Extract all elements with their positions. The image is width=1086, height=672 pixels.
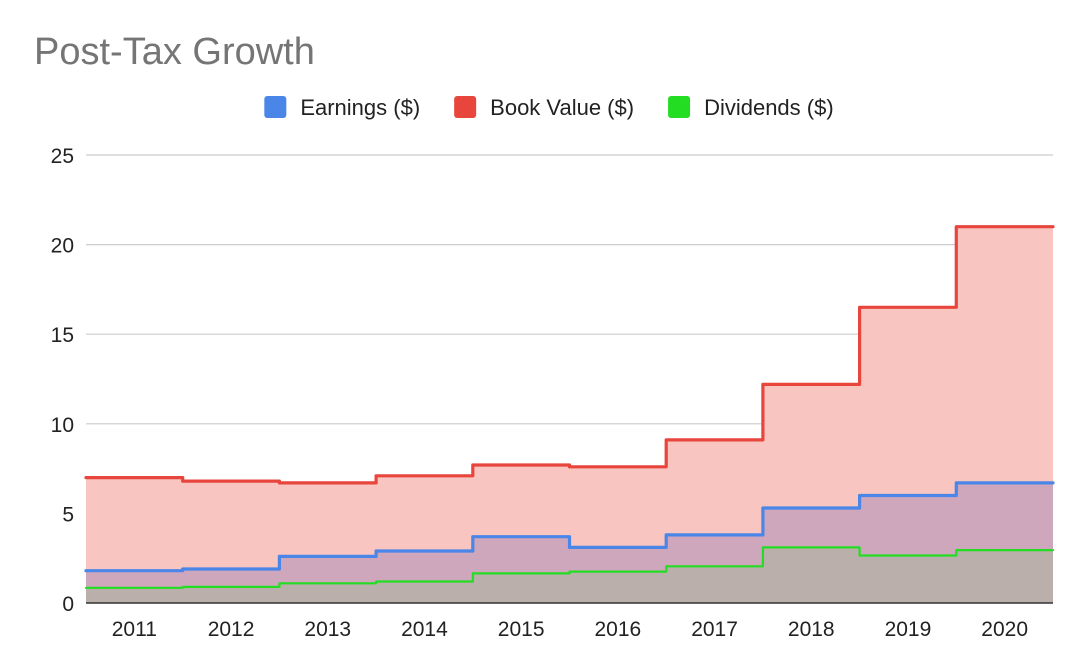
x-tick-label: 2014: [401, 618, 448, 641]
x-tick-label: 2019: [885, 618, 932, 641]
legend-swatch-dividends: [668, 96, 691, 118]
y-tick-label: 15: [51, 324, 74, 347]
x-tick-label: 2017: [691, 618, 738, 641]
legend-label-dividends: Dividends ($): [704, 95, 834, 120]
legend-swatch-book-value: [454, 96, 477, 118]
legend-swatch-earnings: [264, 96, 287, 118]
x-tick-label: 2011: [112, 618, 157, 641]
chart-title: Post-Tax Growth: [34, 31, 315, 73]
x-tick-label: 2013: [304, 618, 351, 641]
series-lines: [84, 225, 1055, 589]
x-tick-label: 2012: [208, 618, 255, 641]
x-tick-label: 2016: [594, 618, 641, 641]
legend-label-book-value: Book Value ($): [490, 95, 634, 120]
y-tick-label: 5: [62, 503, 74, 526]
line-dividends: [84, 546, 1055, 589]
axes: 0 5 10 15 20 25 2011 2012 2013 2014 2015 2016 2017 20…: [51, 145, 1053, 641]
area-dividends: [86, 547, 1053, 603]
line-book-value: [84, 225, 1055, 485]
x-tick-label: 2020: [981, 618, 1028, 641]
y-tick-label: 25: [51, 145, 74, 168]
y-tick-label: 10: [51, 414, 74, 437]
x-tick-label: 2015: [498, 618, 545, 641]
legend: Earnings ($) Book Value ($) Dividends ($): [264, 95, 834, 120]
legend-label-earnings: Earnings ($): [300, 95, 420, 120]
y-tick-label: 20: [51, 235, 74, 258]
y-tick-label: 0: [62, 593, 74, 616]
line-earnings: [84, 481, 1055, 573]
x-tick-label: 2018: [788, 618, 835, 641]
